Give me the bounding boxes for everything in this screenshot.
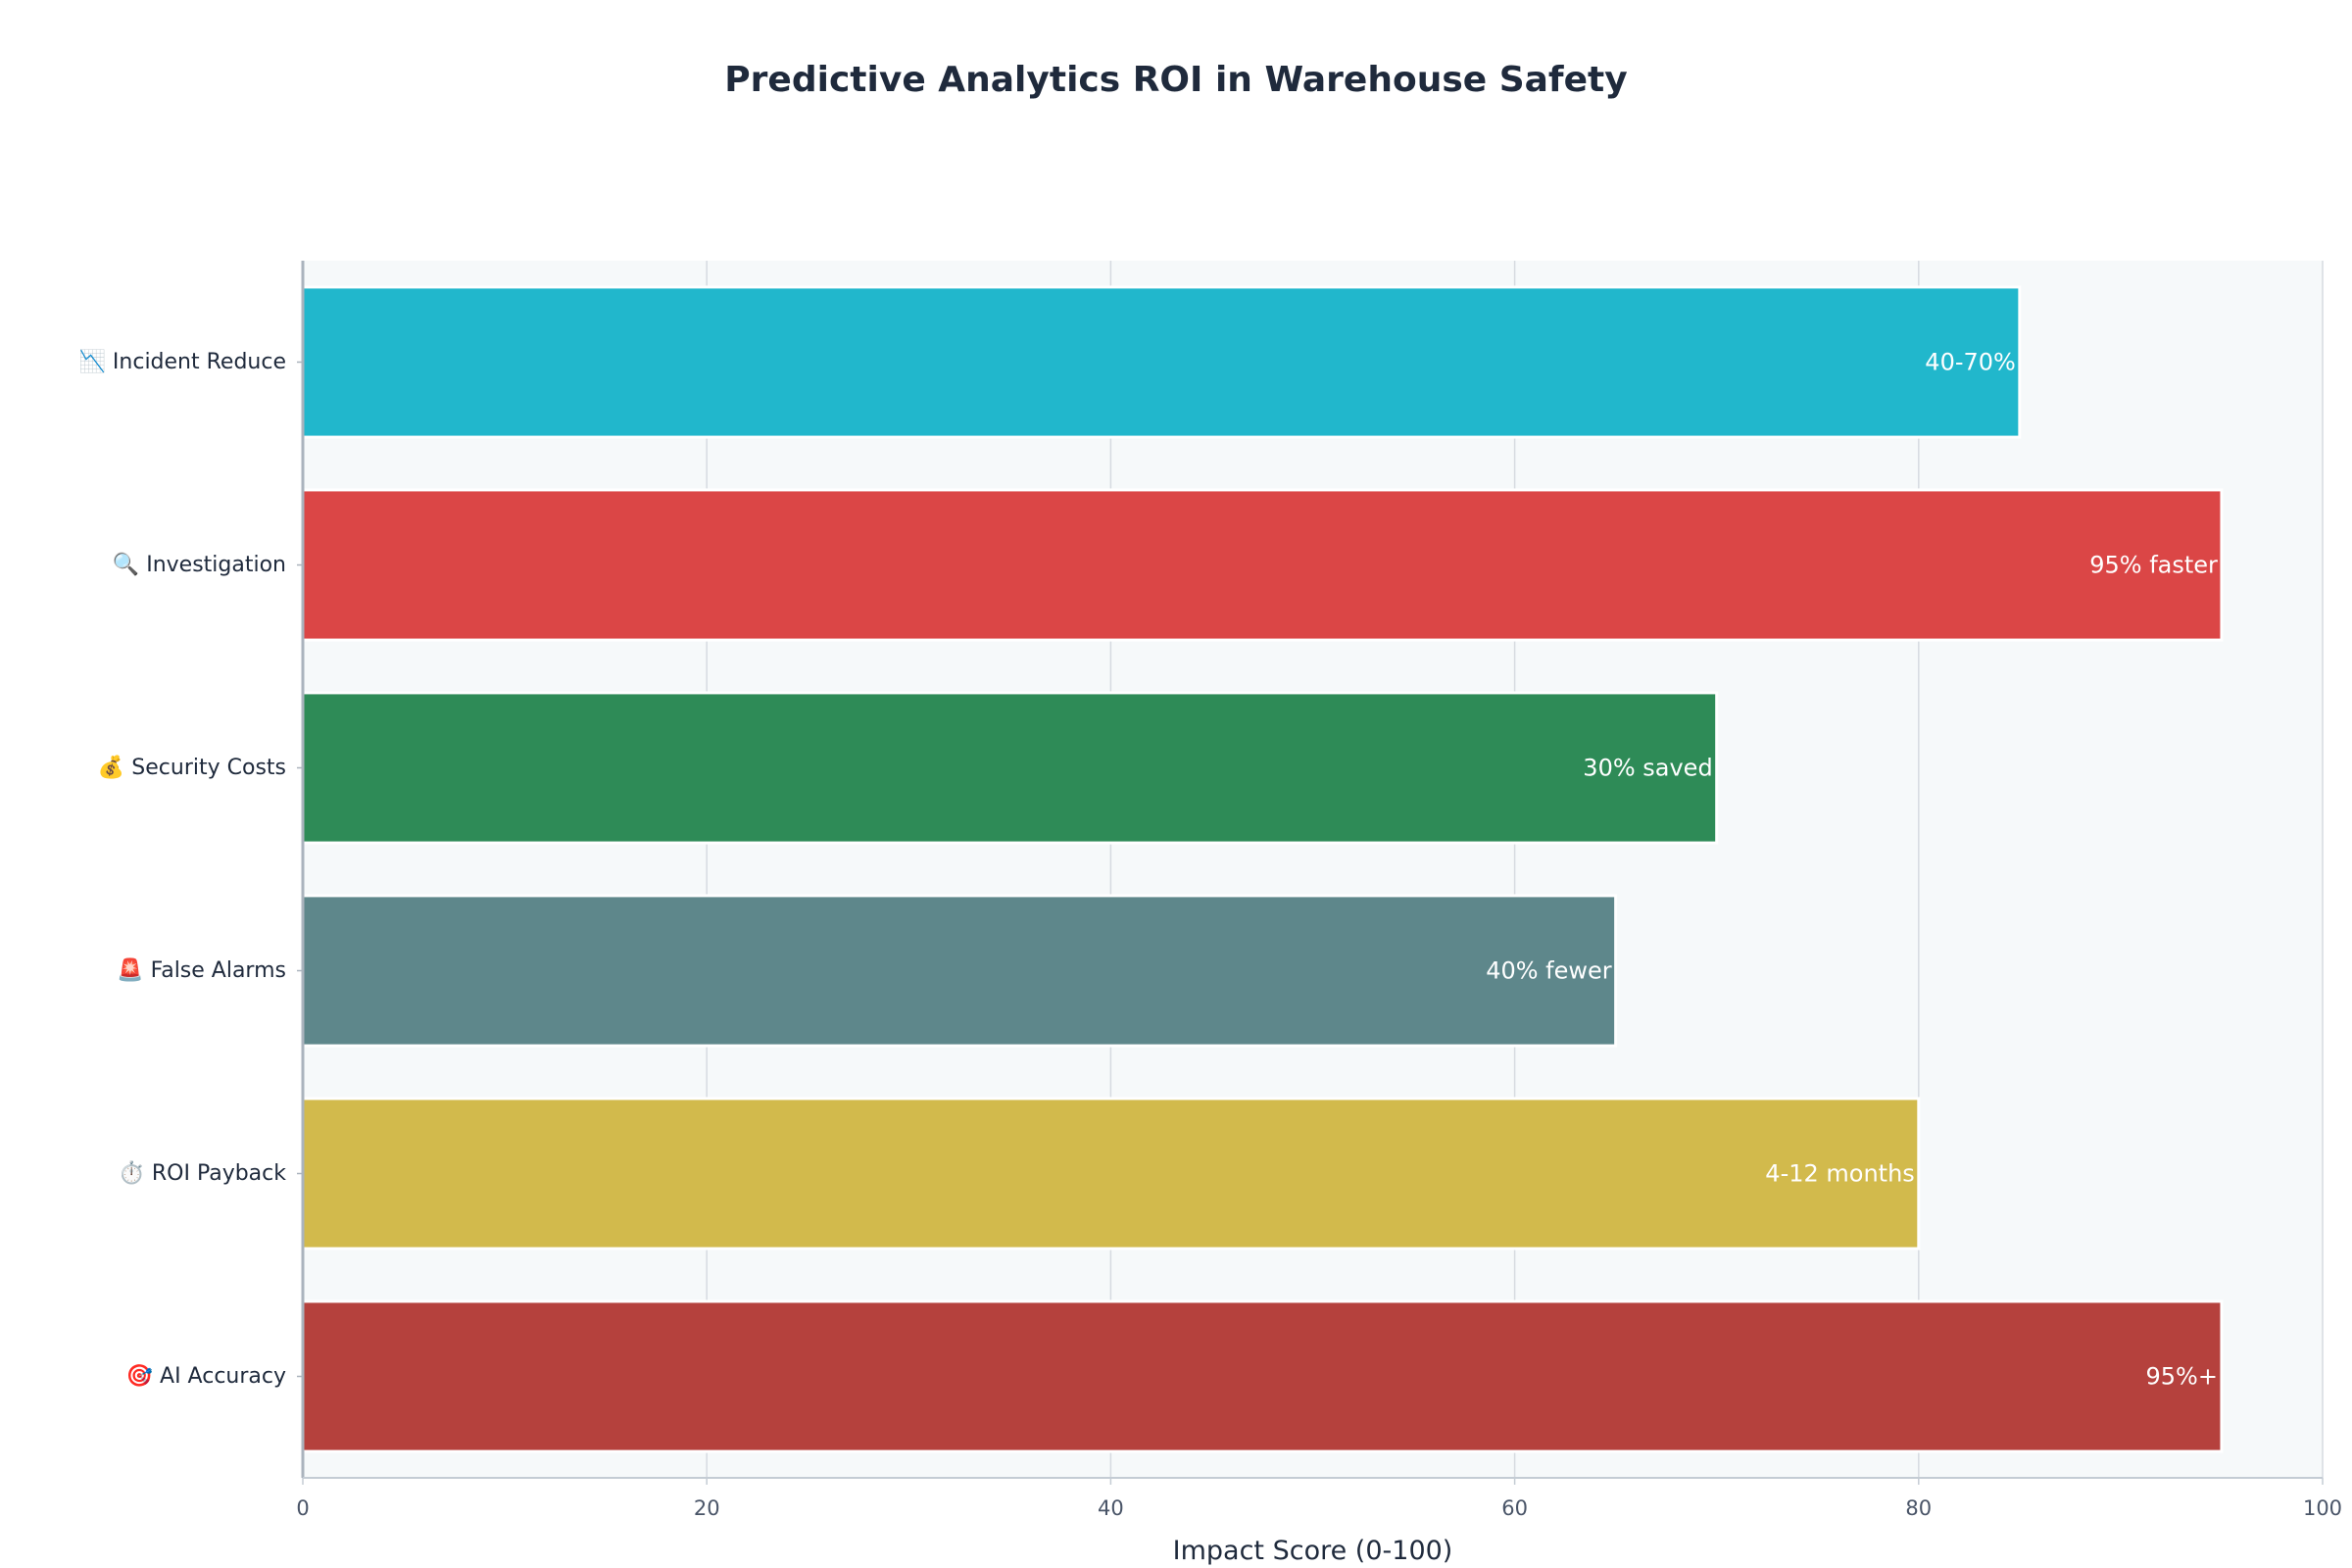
x-tick-label: 40 — [1098, 1496, 1124, 1520]
bars: 40-70% 📉 Incident Reduce 95% faster 🔍 Inves… — [79, 285, 2224, 1453]
bar — [301, 894, 1618, 1048]
category-label: 🎯 AI Accuracy — [126, 1363, 286, 1389]
bar — [301, 285, 2022, 439]
bar-value-label: 30% saved — [1583, 755, 1712, 782]
x-tick-label: 80 — [1905, 1496, 1932, 1520]
bar — [301, 691, 1719, 845]
x-tick-label: 100 — [2303, 1496, 2342, 1520]
x-tick-label: 60 — [1501, 1496, 1528, 1520]
x-axis-title: Impact Score (0-100) — [1173, 1536, 1453, 1566]
category-label: 📉 Incident Reduce — [79, 349, 286, 374]
bar — [301, 1097, 1921, 1250]
x-tick-label: 0 — [296, 1496, 309, 1520]
bar — [301, 1299, 2224, 1453]
category-label: ⏱️ ROI Payback — [118, 1160, 286, 1186]
bar-value-label: 4-12 months — [1765, 1160, 1915, 1188]
bar — [301, 488, 2224, 642]
axes: 0 20 40 60 80 100 — [296, 261, 2342, 1520]
bar-value-label: 95%+ — [2145, 1363, 2217, 1391]
bar-value-label: 40% fewer — [1486, 957, 1612, 985]
x-tick-label: 20 — [694, 1496, 720, 1520]
category-label: 💰 Security Costs — [98, 755, 286, 780]
bar-value-label: 95% faster — [2089, 552, 2218, 579]
category-label: 🚨 False Alarms — [117, 957, 286, 983]
plot-background — [303, 261, 2323, 1478]
bar-value-label: 40-70% — [1925, 349, 2016, 376]
chart-title: Predictive Analytics ROI in Warehouse Sa… — [724, 60, 1627, 100]
category-label: 🔍 Investigation — [113, 550, 286, 577]
grid-lines — [706, 261, 2324, 1478]
